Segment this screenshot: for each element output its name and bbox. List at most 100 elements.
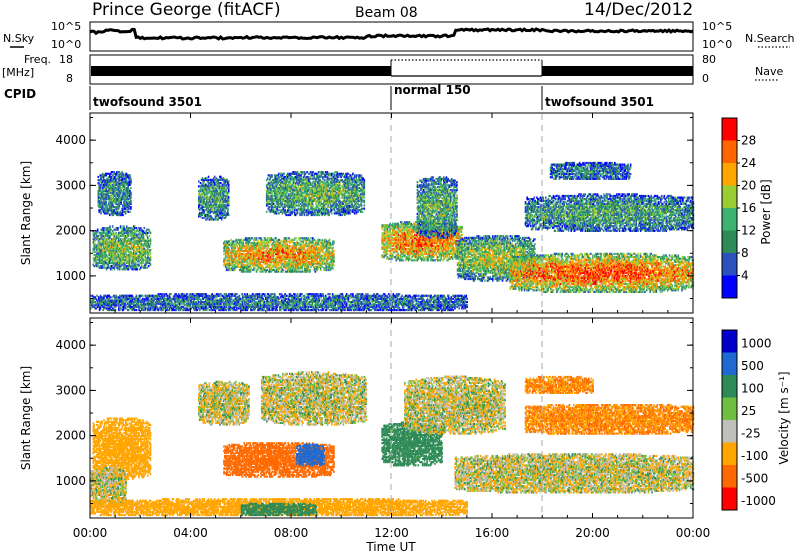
power-cell	[239, 245, 241, 248]
power-cell	[139, 254, 141, 257]
power-cell	[104, 258, 107, 261]
power-cell	[200, 204, 203, 207]
power-cell	[127, 201, 129, 204]
power-cell	[119, 234, 122, 238]
power-cell	[147, 239, 150, 242]
power-cell	[110, 252, 112, 255]
power-cell	[116, 171, 118, 174]
power-cell	[138, 255, 140, 258]
power-cell	[128, 246, 131, 249]
power-cell	[226, 264, 229, 267]
power-cell	[213, 182, 215, 185]
power-cell	[208, 199, 211, 202]
power-cell	[118, 241, 120, 244]
power-cell	[210, 210, 212, 213]
power-cell	[106, 206, 108, 209]
power-cell	[118, 239, 121, 242]
power-cell	[127, 265, 130, 268]
power-cell	[116, 210, 119, 213]
power-cell	[109, 185, 112, 188]
power-cell	[226, 254, 229, 257]
power-cell	[124, 231, 126, 234]
power-cell	[130, 250, 132, 253]
power-cell	[142, 266, 145, 269]
power-cell	[114, 252, 117, 255]
power-cell	[213, 185, 215, 188]
power-cell	[198, 189, 200, 193]
power-cell	[216, 183, 219, 186]
power-cell	[117, 239, 119, 242]
power-cell	[227, 204, 230, 207]
power-cell	[210, 215, 212, 218]
power-cell	[123, 206, 126, 209]
power-cell	[246, 268, 248, 272]
power-cell	[133, 236, 136, 239]
power-cell	[249, 265, 252, 268]
power-cell	[112, 244, 115, 247]
power-cell	[100, 260, 102, 263]
power-cell	[111, 268, 113, 271]
power-cell	[115, 199, 117, 202]
power-cell	[253, 261, 256, 264]
power-cell	[239, 257, 241, 260]
power-cell	[246, 261, 248, 264]
power-cell	[115, 177, 117, 180]
power-cell	[118, 247, 120, 250]
power-cell	[121, 198, 123, 201]
power-cell	[140, 261, 143, 265]
power-cell	[112, 193, 115, 196]
power-cell	[119, 213, 122, 217]
power-cell	[134, 239, 137, 242]
power-cell	[333, 240, 335, 243]
power-cell	[246, 267, 249, 270]
power-cell	[220, 207, 223, 210]
power-cell	[133, 228, 135, 231]
power-cell	[121, 254, 124, 257]
power-cell	[225, 213, 227, 216]
power-cell	[118, 179, 121, 182]
power-cell	[120, 212, 122, 215]
power-cell	[127, 268, 130, 271]
power-cell	[219, 212, 221, 215]
power-cell	[214, 216, 217, 219]
power-cell	[229, 249, 231, 253]
power-cell	[111, 193, 114, 196]
power-cell	[291, 175, 293, 179]
power-cell	[131, 266, 133, 269]
power-cell	[108, 266, 110, 269]
power-cell	[100, 242, 102, 246]
power-cell	[224, 210, 226, 213]
power-cell	[215, 215, 218, 218]
power-cell	[112, 199, 115, 202]
power-cell	[108, 227, 110, 230]
power-cell	[221, 202, 224, 205]
power-cell	[98, 182, 100, 185]
power-cell	[127, 238, 130, 241]
power-cell	[248, 254, 251, 257]
power-cell	[103, 261, 106, 265]
power-cell	[223, 216, 226, 219]
power-cell	[149, 238, 152, 241]
power-cell	[129, 177, 131, 180]
power-cell	[220, 191, 222, 194]
power-cell	[241, 240, 244, 243]
power-cell	[319, 238, 321, 241]
power-cell	[103, 194, 106, 198]
power-cell	[117, 261, 119, 265]
power-cell	[101, 193, 104, 196]
power-cell	[100, 193, 102, 196]
power-cell	[123, 191, 126, 194]
power-cell	[138, 250, 140, 253]
power-cell	[123, 244, 125, 247]
power-cell	[118, 238, 120, 241]
power-cell	[115, 191, 117, 194]
power-cell	[100, 212, 102, 215]
power-cell	[122, 190, 124, 193]
power-cell	[128, 263, 131, 266]
power-cell	[110, 246, 112, 249]
power-cell	[213, 182, 216, 185]
power-cell	[125, 242, 128, 246]
power-cell	[106, 210, 108, 213]
power-cell	[202, 191, 204, 194]
power-cell	[220, 186, 222, 189]
